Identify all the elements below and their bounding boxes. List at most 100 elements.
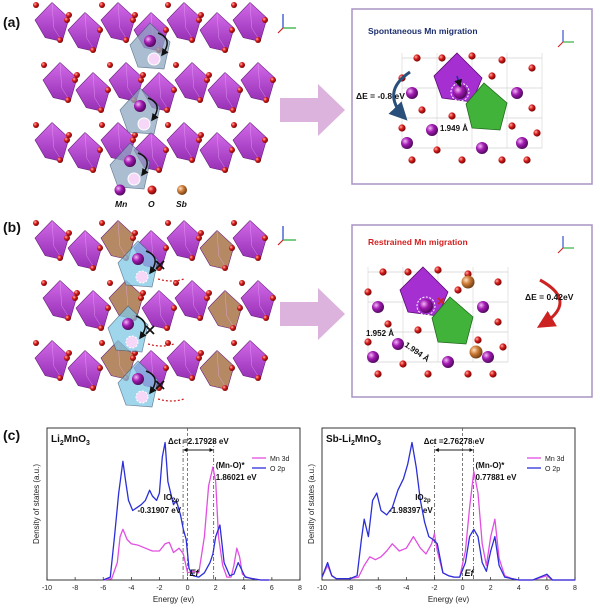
o-atom xyxy=(262,137,268,143)
o-atom xyxy=(189,255,195,261)
zoom-a-bond: 1.949 Å xyxy=(440,124,468,133)
o-atom xyxy=(222,167,228,173)
o-atom xyxy=(165,2,171,8)
mn-atom xyxy=(372,301,384,313)
o-atom xyxy=(97,245,103,251)
octahedron-edge xyxy=(216,12,228,52)
o-atom xyxy=(66,230,72,236)
mn-atom xyxy=(406,87,418,99)
o-atom xyxy=(138,295,144,301)
mn-atom xyxy=(401,137,413,149)
octahedron-edge xyxy=(92,72,104,112)
o-atom xyxy=(413,54,421,62)
series-o-2p xyxy=(102,441,270,581)
plot-frame xyxy=(321,427,576,581)
o-atom xyxy=(132,12,138,18)
o-atom xyxy=(270,77,276,83)
o-atom xyxy=(99,122,105,128)
o-atom xyxy=(99,220,105,226)
o-atom xyxy=(66,350,72,356)
o-atom xyxy=(64,235,70,241)
y-axis-label: Density of states (a.u.) xyxy=(307,464,316,544)
zoom-b-title: Restrained Mn migration xyxy=(368,237,468,247)
sb-atom xyxy=(461,275,475,289)
mn-octahedron xyxy=(232,340,268,380)
dos-chart-right: -10 -8 -6 -4 -2 0 2 4 6 8 Sb-Li2MnO3 Δct =2.76278 e… xyxy=(307,427,577,604)
series-o-2p xyxy=(321,441,575,581)
o-atom xyxy=(163,27,169,33)
o-atom xyxy=(165,340,171,346)
o-atom xyxy=(57,37,63,43)
octahedron-edge xyxy=(257,62,269,102)
vacancy-site xyxy=(135,270,149,284)
sb-octahedron xyxy=(199,350,235,390)
mn-octahedron xyxy=(67,230,103,270)
mn-octahedron xyxy=(232,220,268,260)
o-atom xyxy=(204,295,210,301)
energy-arrow-a-icon xyxy=(388,70,411,121)
mn-octahedron xyxy=(166,122,202,162)
o-atom xyxy=(255,37,261,43)
o-atom xyxy=(262,17,268,23)
mno-label: (Mn-O)* xyxy=(216,461,246,470)
o-atom xyxy=(74,290,80,296)
o-atom xyxy=(230,325,236,331)
mn-octahedron xyxy=(166,340,202,380)
green-octahedron-zoom xyxy=(431,296,474,345)
o-atom xyxy=(163,365,169,371)
o-atom xyxy=(255,255,261,261)
transition-arrow-b-icon xyxy=(280,288,345,340)
mn-octahedron xyxy=(34,122,70,162)
o-atom xyxy=(523,156,531,164)
axes-triad-b-icon xyxy=(277,226,296,246)
octahedron-edge xyxy=(183,2,195,42)
y-axis-label: Density of states (a.u.) xyxy=(32,464,41,544)
octahedron-edge xyxy=(158,290,170,330)
o-atom xyxy=(90,167,96,173)
vacancy-site xyxy=(125,335,139,349)
o-atom xyxy=(138,77,144,83)
panel-b-label: (b) xyxy=(3,219,21,235)
fermi-label: Ef xyxy=(465,568,475,578)
chart-title: Sb-Li2MnO3 xyxy=(326,434,381,447)
migration-direction-icon xyxy=(454,75,462,88)
o-atom xyxy=(528,104,536,112)
mn-atom xyxy=(144,35,156,47)
mn-octahedron xyxy=(42,62,78,102)
o-atom xyxy=(229,365,235,371)
o-atom xyxy=(474,336,482,344)
x-tick-label: 2 xyxy=(214,585,218,592)
o-atom xyxy=(107,280,113,286)
mn-atom xyxy=(476,142,488,154)
legend-o-label: O xyxy=(148,199,155,209)
o-atom xyxy=(130,235,136,241)
o-atom xyxy=(33,122,39,128)
o-atom xyxy=(379,268,387,276)
o-atom xyxy=(105,87,111,93)
crystal-structure-b xyxy=(33,220,276,408)
o-atom xyxy=(66,132,72,138)
octahedron-edge xyxy=(92,290,104,330)
sb-atom xyxy=(469,345,483,359)
o-atom xyxy=(229,27,235,33)
octahedron-edge xyxy=(51,122,63,162)
zoom-box-b: Restrained Mn migration ΔE = 0.42eV 1.95… xyxy=(351,224,593,398)
sb-octahedron xyxy=(199,230,235,270)
mn-octahedron xyxy=(232,2,268,42)
o-atom xyxy=(164,107,170,113)
o-atom xyxy=(230,107,236,113)
o-atom xyxy=(270,295,276,301)
o-atom xyxy=(171,305,177,311)
mn-octahedron xyxy=(67,12,103,52)
x-tick-label: 0 xyxy=(461,585,465,592)
o-atom xyxy=(171,87,177,93)
mn-atom xyxy=(367,351,379,363)
x-tick-label: -10 xyxy=(42,585,52,592)
o-atom xyxy=(458,156,466,164)
octahedron-edge xyxy=(249,122,261,162)
o-atom xyxy=(229,245,235,251)
x-tick-label: -10 xyxy=(317,585,327,592)
legend-sb-label: Sb xyxy=(176,199,187,209)
mn-octahedron xyxy=(240,280,276,320)
